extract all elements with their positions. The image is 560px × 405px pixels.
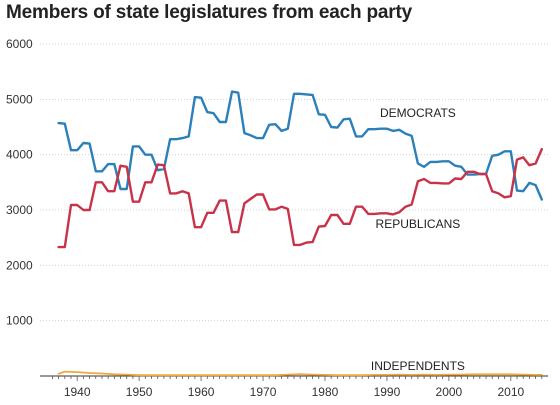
- democrats-line: [57, 90, 543, 201]
- x-tick-label: 1950: [126, 385, 153, 399]
- republicans-label: REPUBLICANS: [376, 217, 461, 231]
- axis-layer: 1000 2000 3000 4000 5000 6000 1940 1950 1960 1970…: [6, 37, 548, 399]
- x-tick-label: 2000: [436, 385, 463, 399]
- independents-label: INDEPENDENTS: [371, 359, 465, 373]
- y-tick-label: 4000: [6, 148, 33, 162]
- x-tick-label: 1970: [250, 385, 277, 399]
- y-tick-label: 3000: [6, 203, 33, 217]
- chart-title: Members of state legislatures from each …: [6, 2, 412, 23]
- x-tick-label: 1980: [312, 385, 339, 399]
- x-tick-label: 2010: [497, 385, 524, 399]
- series-layer: [57, 90, 543, 377]
- republicans-line: [57, 147, 543, 249]
- x-tick-label: 1990: [374, 385, 401, 399]
- x-tick-label: 1940: [64, 385, 91, 399]
- grid-layer: [40, 43, 548, 322]
- label-layer: DEMOCRATS REPUBLICANS INDEPENDENTS: [371, 106, 465, 373]
- y-tick-label: 2000: [6, 258, 33, 272]
- y-tick-label: 6000: [6, 37, 33, 51]
- x-tick-label: 1960: [188, 385, 215, 399]
- y-tick-label: 1000: [6, 314, 33, 328]
- independents-line: [57, 370, 543, 377]
- democrats-label: DEMOCRATS: [380, 106, 456, 120]
- y-tick-label: 5000: [6, 92, 33, 106]
